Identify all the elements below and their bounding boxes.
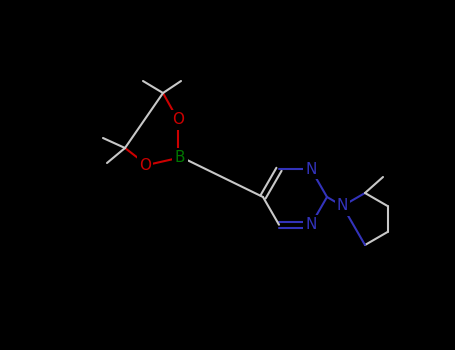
Text: N: N — [337, 198, 348, 214]
Text: O: O — [139, 158, 151, 173]
Text: N: N — [305, 217, 317, 232]
Text: B: B — [175, 150, 185, 166]
Text: O: O — [172, 112, 184, 127]
Text: N: N — [305, 162, 317, 177]
